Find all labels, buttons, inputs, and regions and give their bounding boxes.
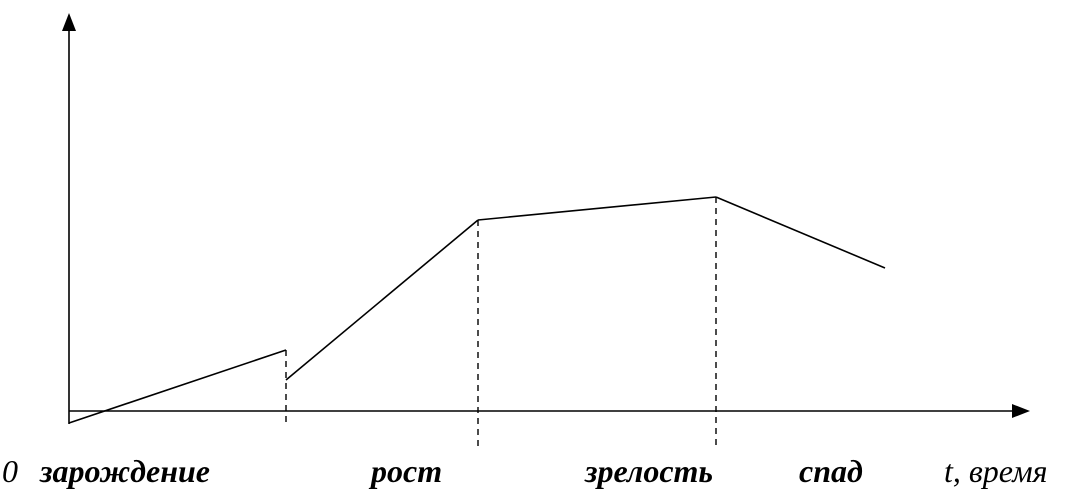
stage-label-inception: зарождение: [39, 453, 210, 489]
y-axis-arrowhead: [62, 13, 76, 31]
segment-inception: [68, 349, 287, 424]
stage-label-decline: спад: [799, 453, 863, 489]
stage-label-maturity: зрелость: [584, 453, 713, 489]
origin-label: 0: [2, 453, 18, 489]
time-axis-label: t, время: [944, 453, 1047, 489]
x-axis-arrowhead: [1012, 404, 1030, 418]
segment-maturity: [477, 196, 717, 221]
segment-decline: [715, 196, 886, 269]
segment-growth: [285, 219, 479, 381]
stage-label-growth: рост: [368, 453, 442, 489]
